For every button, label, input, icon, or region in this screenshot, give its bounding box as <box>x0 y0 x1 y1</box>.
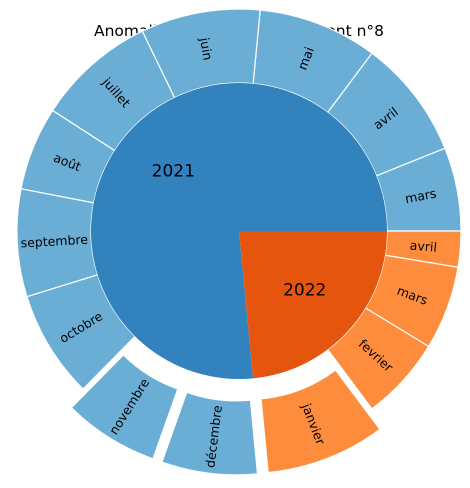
outer-label-2022-avril: avril <box>409 238 437 255</box>
outer-slice-2022-janvier <box>260 369 381 474</box>
outer-label-2021-juin: juin <box>197 35 216 61</box>
inner-label-2021: 2021 <box>152 161 195 181</box>
outer-label-2021-septembre: septembre <box>20 232 88 251</box>
inner-label-2022: 2022 <box>283 281 326 301</box>
outer-ring <box>16 8 462 476</box>
outer-slice-2021-novembre <box>70 354 179 460</box>
inner-pie: 2021 2022 <box>90 82 388 380</box>
outer-slice-2021-décembre <box>161 391 259 476</box>
inner-slice-2022 <box>239 231 387 379</box>
outer-label-2021-mars: mars <box>404 185 438 206</box>
